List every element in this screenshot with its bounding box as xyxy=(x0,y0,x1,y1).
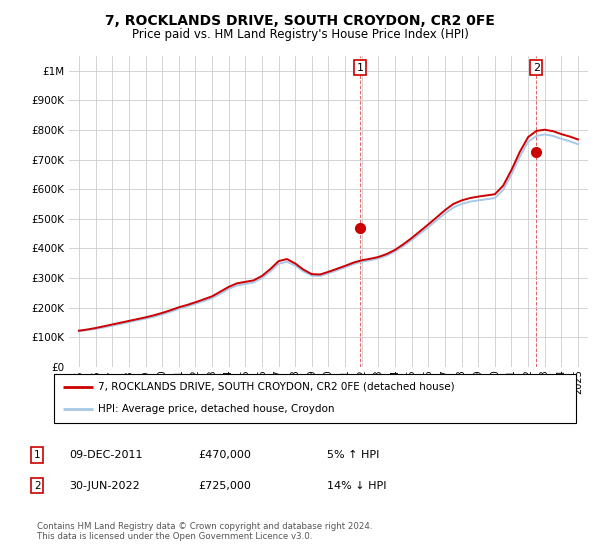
Text: 09-DEC-2011: 09-DEC-2011 xyxy=(69,450,143,460)
Text: 2: 2 xyxy=(533,63,540,73)
Text: Price paid vs. HM Land Registry's House Price Index (HPI): Price paid vs. HM Land Registry's House … xyxy=(131,28,469,41)
Text: £470,000: £470,000 xyxy=(198,450,251,460)
Text: 2: 2 xyxy=(34,480,41,491)
Text: 1: 1 xyxy=(34,450,41,460)
Text: 5% ↑ HPI: 5% ↑ HPI xyxy=(327,450,379,460)
Text: 7, ROCKLANDS DRIVE, SOUTH CROYDON, CR2 0FE (detached house): 7, ROCKLANDS DRIVE, SOUTH CROYDON, CR2 0… xyxy=(98,382,455,392)
Text: 1: 1 xyxy=(357,63,364,73)
Text: HPI: Average price, detached house, Croydon: HPI: Average price, detached house, Croy… xyxy=(98,404,335,414)
Text: 14% ↓ HPI: 14% ↓ HPI xyxy=(327,480,386,491)
Text: £725,000: £725,000 xyxy=(198,480,251,491)
Text: 30-JUN-2022: 30-JUN-2022 xyxy=(69,480,140,491)
Text: 7, ROCKLANDS DRIVE, SOUTH CROYDON, CR2 0FE: 7, ROCKLANDS DRIVE, SOUTH CROYDON, CR2 0… xyxy=(105,14,495,28)
Text: Contains HM Land Registry data © Crown copyright and database right 2024.
This d: Contains HM Land Registry data © Crown c… xyxy=(37,522,373,542)
